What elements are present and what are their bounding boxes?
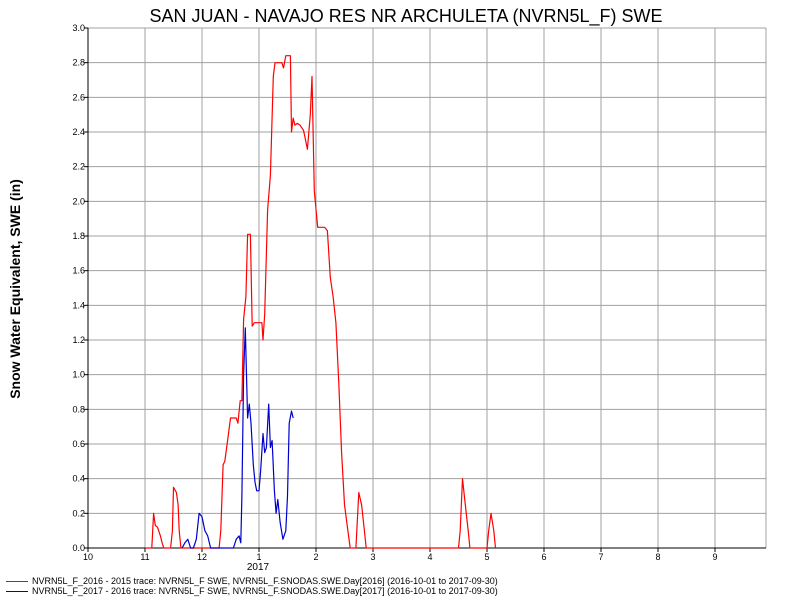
legend-item-2016: NVRN5L_F_2016 - 2015 trace: NVRN5L_F SWE… xyxy=(6,576,498,586)
x-tick-label: 10 xyxy=(83,552,93,562)
legend-label-2017: NVRN5L_F_2017 - 2016 trace: NVRN5L_F SWE… xyxy=(32,586,498,596)
x-tick-label: 6 xyxy=(541,552,546,562)
y-tick-label: 2.0 xyxy=(72,196,85,206)
y-tick-label: 2.6 xyxy=(72,92,85,102)
y-tick-label: 1.6 xyxy=(72,266,85,276)
grid xyxy=(88,27,767,548)
x-tick-label: 3 xyxy=(370,552,375,562)
x-tick-label: 7 xyxy=(598,552,603,562)
x-tick-label: 11 xyxy=(140,552,149,562)
legend-item-2017: NVRN5L_F_2017 - 2016 trace: NVRN5L_F SWE… xyxy=(6,586,498,596)
x-tick-label: 9 xyxy=(712,552,717,562)
x-tick-label: 1 xyxy=(256,552,261,562)
series-line-0 xyxy=(145,55,497,549)
series-line-1 xyxy=(181,327,294,549)
y-tick-label: 0.6 xyxy=(72,439,85,449)
legend-swatch-2016 xyxy=(6,580,28,582)
x-tick-label: 4 xyxy=(427,552,432,562)
y-tick-label: 0.2 xyxy=(72,508,85,518)
y-tick-label: 1.4 xyxy=(72,300,85,310)
y-tick-label: 2.8 xyxy=(72,58,85,68)
y-tick-label: 2.2 xyxy=(72,162,85,172)
y-tick-label: 1.2 xyxy=(72,335,85,345)
x-tick-label: 12 xyxy=(197,552,207,562)
x-tick-label: 8 xyxy=(655,552,660,562)
legend-swatch-2017 xyxy=(6,590,28,592)
x-tick-label: 5 xyxy=(484,552,489,562)
legend: NVRN5L_F_2016 - 2015 trace: NVRN5L_F SWE… xyxy=(6,576,498,596)
y-tick-label: 0.0 xyxy=(72,543,85,553)
y-tick-label: 2.4 xyxy=(72,127,85,137)
y-tick-label: 1.8 xyxy=(72,231,85,241)
year-label: 2017 xyxy=(247,562,270,573)
legend-label-2016: NVRN5L_F_2016 - 2015 trace: NVRN5L_F SWE… xyxy=(32,576,498,586)
series xyxy=(145,55,497,549)
y-tick-label: 3.0 xyxy=(72,23,85,33)
y-tick-label: 0.4 xyxy=(72,474,85,484)
y-tick-label: 0.8 xyxy=(72,404,85,414)
chart-title: SAN JUAN - NAVAJO RES NR ARCHULETA (NVRN… xyxy=(149,6,662,27)
x-tick-label: 2 xyxy=(313,552,318,562)
y-axis-label: Snow Water Equivalent, SWE (in) xyxy=(7,179,23,399)
y-tick-label: 1.0 xyxy=(72,370,85,380)
